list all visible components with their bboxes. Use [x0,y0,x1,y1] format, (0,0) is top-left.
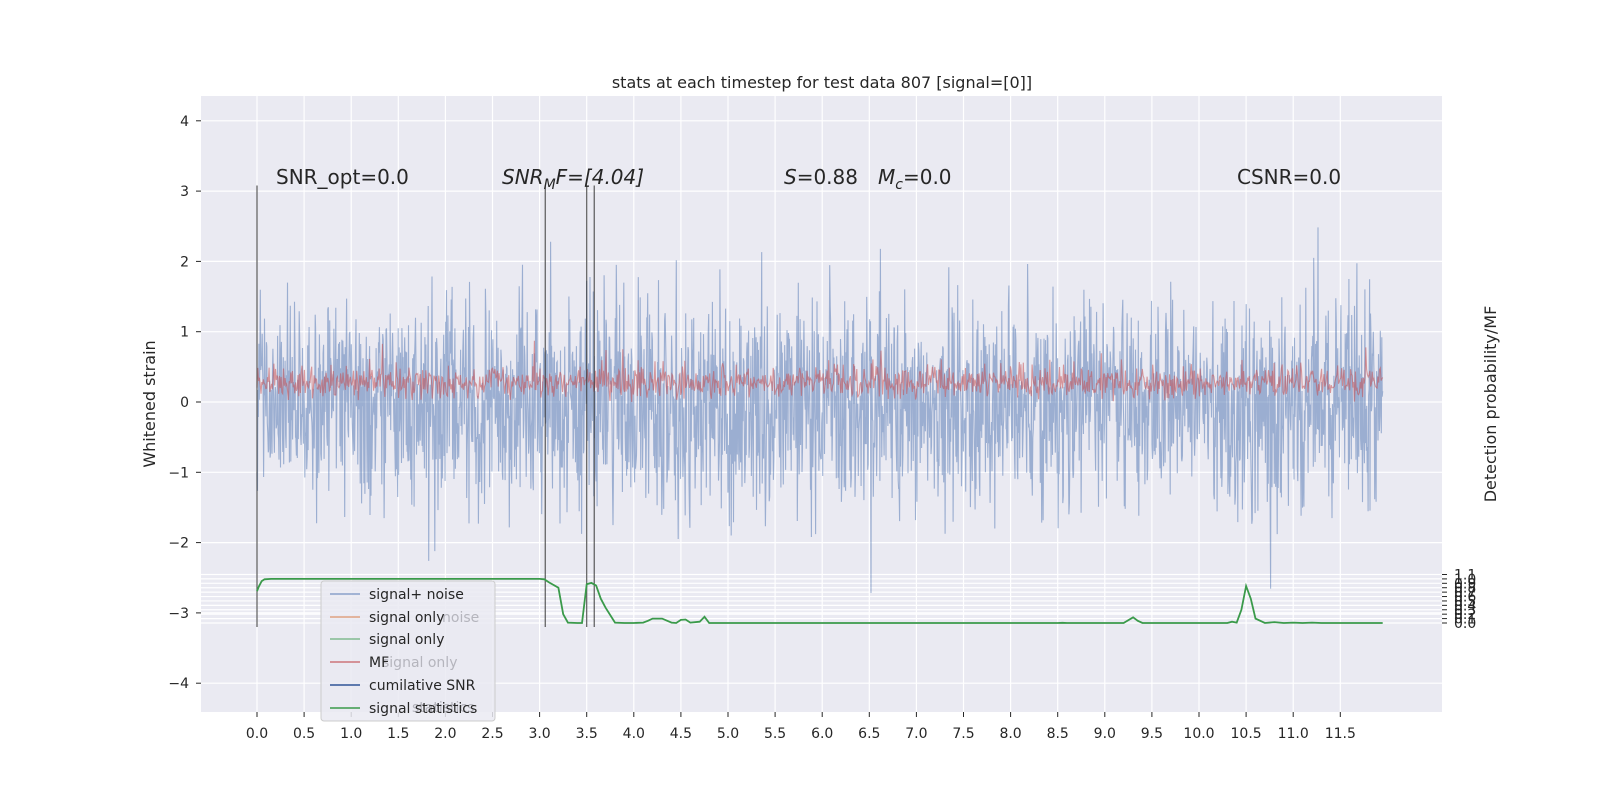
annotation-s: S=0.88 [784,165,858,189]
mf-series [256,340,1384,403]
y-tick-label-right: 1.1 [1454,567,1476,583]
legend-label-signal-noise: signal+ noise [369,587,464,603]
y-tick-label-left: 4 [180,114,189,130]
legend-label-signal-only-1: signal only [369,610,444,626]
legend-label-mf: MF [369,655,389,671]
y-tick-label-left: −3 [168,606,189,622]
y-tick-label-right: 0.6 [1454,590,1476,606]
annotation-mc: Mc=0.0 [878,165,952,193]
x-tick-label: 5.5 [764,726,786,742]
y-tick-label-right: 0.8 [1454,581,1476,597]
y-tick-label-left: 3 [180,184,189,200]
x-tick-label: 11.5 [1325,726,1356,742]
chart-title: stats at each timestep for test data 807… [612,73,1032,92]
y-tick-label-left: −1 [168,465,189,481]
legend-label-signal-only-2: signal only [369,632,444,648]
legend-ghost-signal-only: signal only [382,655,457,671]
mf-line [256,340,1384,403]
annotations: SNR_opt=0.0 SNRMF=[4.04] S=0.88 Mc=0.0 C… [276,165,1341,193]
x-tick-label: 9.5 [1141,726,1163,742]
x-tick-label: 2.5 [481,726,503,742]
x-tick-label: 2.0 [434,726,456,742]
y-tick-label-left: 0 [180,395,189,411]
y-tick-label-left: 1 [180,325,189,341]
y-tick-label-right: 0.3 [1454,603,1476,619]
signal-statistics-line [256,578,1383,624]
legend-box [320,580,496,722]
axis-ticks: 0.0 0.5 1.0 1.5 2.0 2.5 3.0 3.5 4.0 4.5 5.0 5.5 6.0 6… [168,114,1476,742]
legend-label-cumilative-snr: cumilative SNR [369,678,476,694]
y-tick-label-right: 0.2 [1454,607,1476,623]
y-axis-label-left: Whitened strain [140,340,159,467]
x-tick-label: 4.5 [670,726,692,742]
x-tick-label: 7.0 [905,726,927,742]
legend-ghost-noise: noise [442,610,479,626]
signal-plus-noise-series [256,227,1384,594]
y-tick-label-right: 1.0 [1454,572,1476,588]
y-tick-label-right: 0.0 [1454,616,1476,632]
annotation-snr-opt: SNR_opt=0.0 [276,165,409,189]
annotation-snr-mf: SNRMF=[4.04] [502,165,644,193]
x-tick-label: 6.5 [858,726,880,742]
x-tick-label: 8.0 [999,726,1021,742]
y-tick-label-right: 0.1 [1454,612,1476,628]
vertical-markers [256,185,595,627]
legend-ghost-statistics: statistics [412,700,474,716]
x-tick-label: 6.0 [811,726,833,742]
x-tick-label: 3.5 [576,726,598,742]
y-tick-label-left: −2 [168,536,189,552]
x-tick-label: 3.0 [528,726,550,742]
y-tick-label-right: 0.4 [1454,598,1476,614]
annotation-csnr: CSNR=0.0 [1237,165,1341,189]
x-tick-label: 5.0 [717,726,739,742]
signal-statistics-series [256,578,1383,624]
legend-label-signal-statistics: signal statistics [369,701,477,717]
y-tick-label-right: 0.9 [1454,576,1476,592]
x-tick-label: 0.0 [246,726,268,742]
x-tick-label: 1.0 [340,726,362,742]
x-tick-label: 10.0 [1183,726,1214,742]
y-tick-label-left: 2 [180,254,189,270]
legend-ghost-text: noise signal only statistics [382,610,479,716]
x-tick-label: 4.0 [623,726,645,742]
legend: noise signal only statistics signal+ noi… [320,580,496,722]
y-tick-label-right: 0.5 [1454,594,1476,610]
x-tick-label: 0.5 [293,726,315,742]
signal-plus-noise-line [256,227,1384,594]
x-tick-label: 7.5 [952,726,974,742]
x-tick-label: 1.5 [387,726,409,742]
x-tick-label: 10.5 [1231,726,1262,742]
x-tick-label: 11.0 [1278,726,1309,742]
y-axis-label-right: Detection probability/MF [1481,306,1500,503]
y-tick-label-left: −4 [168,676,189,692]
x-tick-label: 9.0 [1094,726,1116,742]
y-tick-label-right: 0.7 [1454,585,1476,601]
x-tick-label: 8.5 [1047,726,1069,742]
